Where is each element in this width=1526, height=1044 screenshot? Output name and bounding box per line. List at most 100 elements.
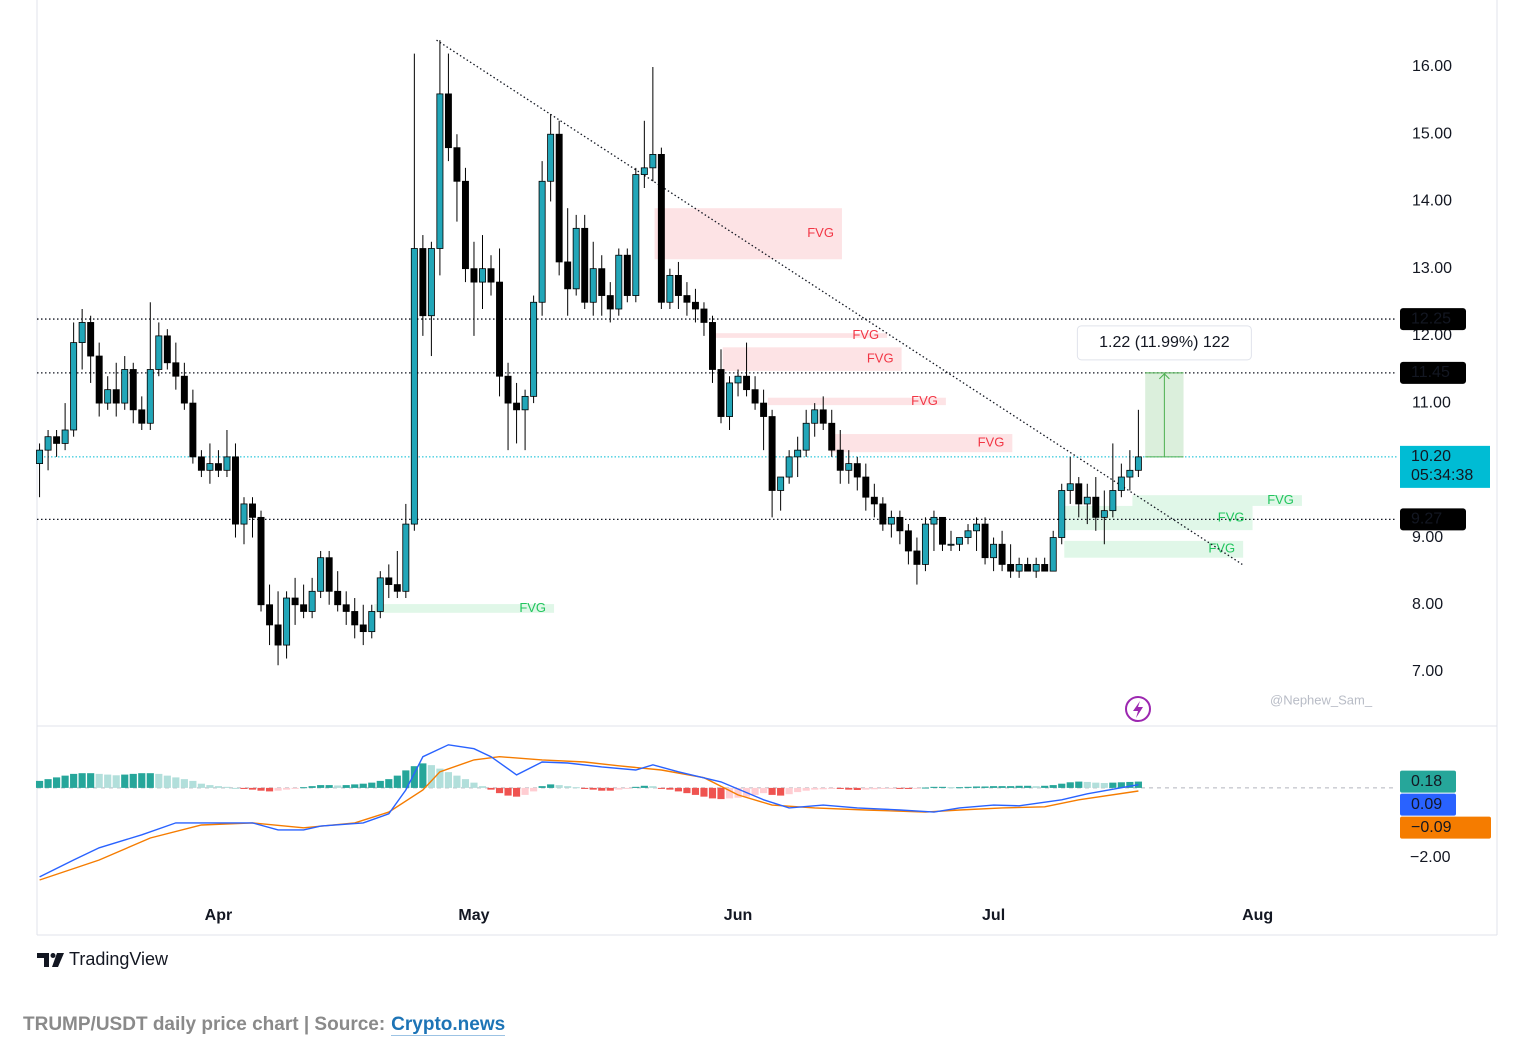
candle-body <box>589 268 597 303</box>
histogram-bar <box>385 779 393 788</box>
candle-body <box>470 268 478 283</box>
histogram-bar <box>291 787 299 789</box>
candle-body <box>904 530 912 552</box>
fvg-zone <box>722 347 902 371</box>
candle-body <box>308 590 316 612</box>
candle-body <box>981 523 989 559</box>
histogram-bar <box>138 773 146 788</box>
candle-body <box>819 409 827 424</box>
fvg-zone <box>713 333 888 338</box>
candle-body <box>547 133 555 182</box>
y-tick-label: 7.00 <box>1412 663 1443 680</box>
bolt-glyph <box>1133 701 1143 718</box>
level-tag <box>1400 361 1466 384</box>
histogram-bar <box>1109 782 1117 788</box>
histogram-bar <box>887 787 895 789</box>
indicator-tag-label: 0.09 <box>1411 796 1442 813</box>
indicator-tag <box>1400 793 1456 816</box>
candle-body <box>138 409 146 424</box>
candle-body <box>1100 510 1108 518</box>
candle-body <box>274 624 282 646</box>
candle-body <box>78 322 86 344</box>
candle-body <box>70 342 78 431</box>
candle-body <box>887 516 895 525</box>
fvg-zone <box>1132 495 1302 506</box>
candle-body <box>572 227 580 290</box>
trendline <box>436 39 1243 565</box>
histogram-bar <box>308 786 316 788</box>
histogram-bar <box>879 787 887 789</box>
histogram-bar <box>1007 786 1015 788</box>
histogram-bar <box>334 785 342 788</box>
candle-body <box>402 523 410 592</box>
histogram-bar <box>1041 785 1049 788</box>
candle-body <box>862 476 870 498</box>
candle-body <box>717 369 725 417</box>
y-tick-label: 12.00 <box>1412 327 1452 344</box>
candle-body <box>453 147 461 182</box>
indicator-tag-label: −0.09 <box>1411 819 1452 836</box>
candle-body <box>1083 496 1091 505</box>
histogram-bar <box>581 787 589 789</box>
candle-body <box>956 537 963 545</box>
candle-body <box>734 375 742 384</box>
histogram-bar <box>802 787 810 791</box>
histogram-bar <box>734 787 742 798</box>
candle-body <box>777 476 785 491</box>
histogram-bar <box>300 787 308 789</box>
histogram-bar <box>1117 782 1125 788</box>
candle-body <box>1041 564 1049 572</box>
caption-text: TRUMP/USDT daily price chart | Source: <box>23 1014 386 1035</box>
candle-body <box>197 456 205 471</box>
histogram-bar <box>990 786 998 788</box>
histogram-bar <box>163 775 171 788</box>
histogram-bar <box>845 787 853 790</box>
level-label: 12.25 <box>1411 310 1451 327</box>
histogram-bar <box>725 787 734 799</box>
candle-body <box>129 369 137 411</box>
fvg-label: FVG <box>807 225 834 240</box>
histogram-bar <box>1092 782 1100 788</box>
candle-body <box>283 597 291 646</box>
candle-body <box>640 167 648 175</box>
candle-body <box>606 295 614 310</box>
histogram-bar <box>708 787 717 799</box>
histogram-bar <box>700 787 708 797</box>
histogram-bar <box>913 787 921 789</box>
candle-body <box>785 456 793 478</box>
candle-body <box>1117 476 1125 491</box>
histogram-bar <box>87 773 95 788</box>
histogram-bar <box>180 779 188 788</box>
candle-body <box>317 557 325 592</box>
histogram-bar <box>461 779 470 788</box>
chart-frame <box>36 0 1498 936</box>
candle-body <box>939 516 946 545</box>
histogram-bar <box>283 787 291 790</box>
histogram-bar <box>1015 785 1023 788</box>
candle-body <box>726 382 733 417</box>
fvg-zone <box>374 604 555 613</box>
candle-body <box>973 523 981 532</box>
level-tag <box>1400 308 1466 331</box>
fvg-zone <box>654 208 842 260</box>
histogram-bar <box>410 766 418 788</box>
histogram-bar <box>53 777 61 788</box>
candle-body <box>828 422 836 451</box>
fvg-label: FVG <box>519 600 546 615</box>
histogram-bar <box>240 787 248 789</box>
histogram-bar <box>189 780 197 788</box>
caption-source[interactable]: Crypto.news <box>391 1014 506 1036</box>
candle-body <box>291 597 299 606</box>
x-tick-label: Apr <box>205 907 233 924</box>
histogram-bar <box>1024 785 1032 788</box>
histogram-bar <box>368 782 376 788</box>
histogram-bar <box>904 787 912 789</box>
candle-body <box>461 180 469 270</box>
candle-body <box>564 261 572 290</box>
candle-body <box>206 463 214 471</box>
histogram-bar <box>512 787 521 797</box>
candle-body <box>87 322 95 357</box>
histogram-bar <box>274 787 282 791</box>
candle-body <box>44 436 52 451</box>
measure-label: 1.22 (11.99%) 122 <box>1099 334 1230 351</box>
